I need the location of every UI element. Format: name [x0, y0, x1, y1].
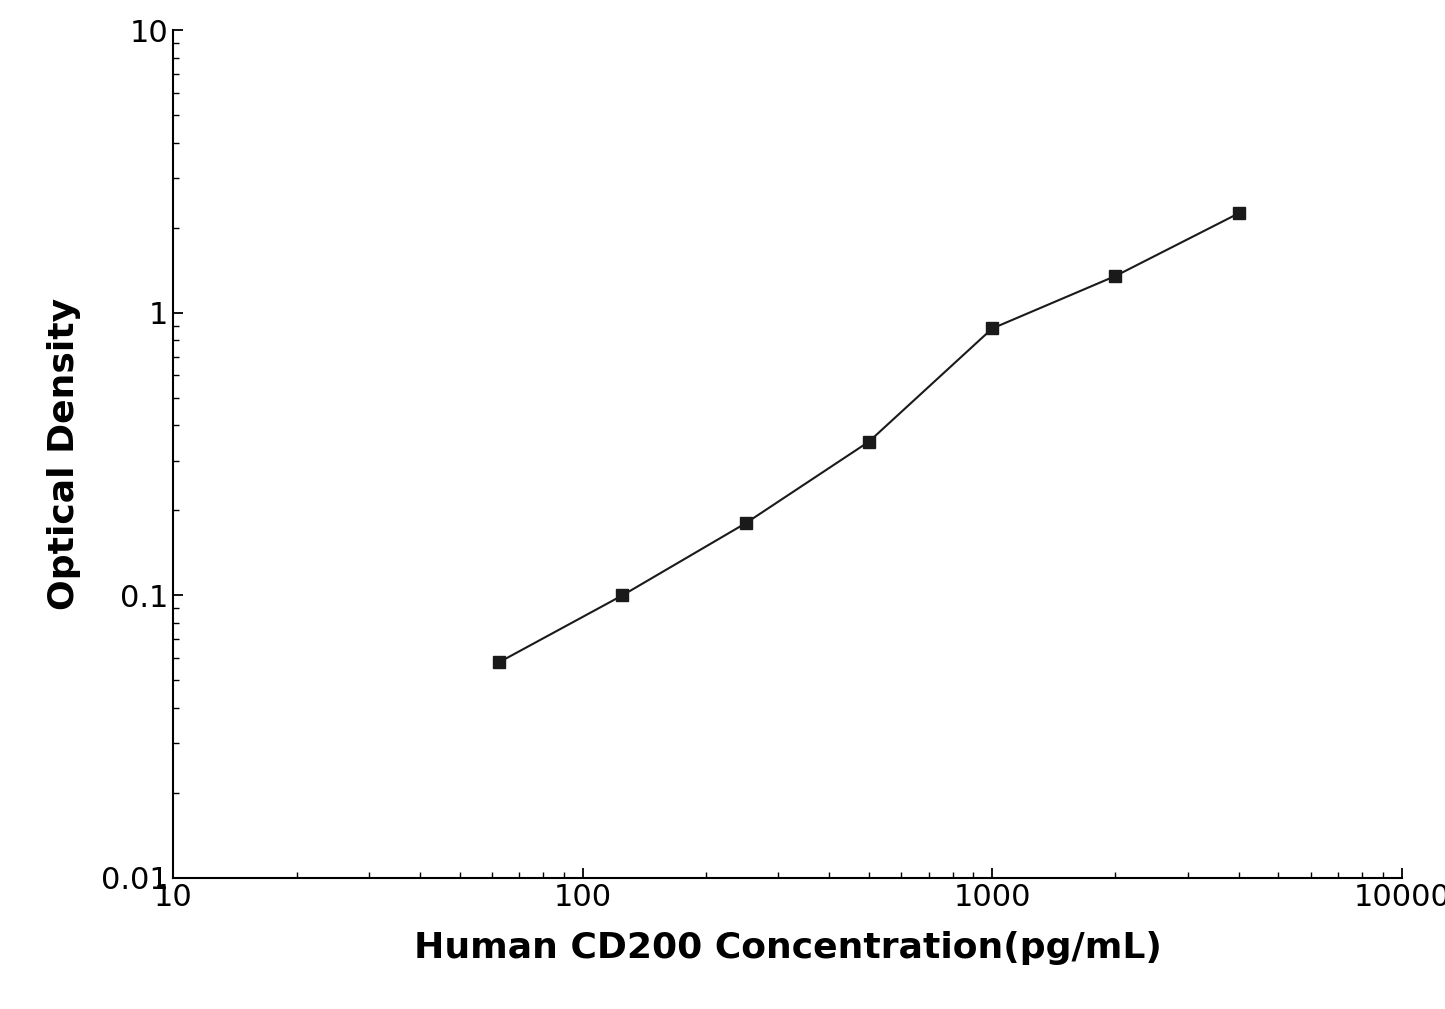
Y-axis label: Optical Density: Optical Density — [48, 298, 81, 610]
X-axis label: Human CD200 Concentration(pg/mL): Human CD200 Concentration(pg/mL) — [413, 931, 1162, 966]
